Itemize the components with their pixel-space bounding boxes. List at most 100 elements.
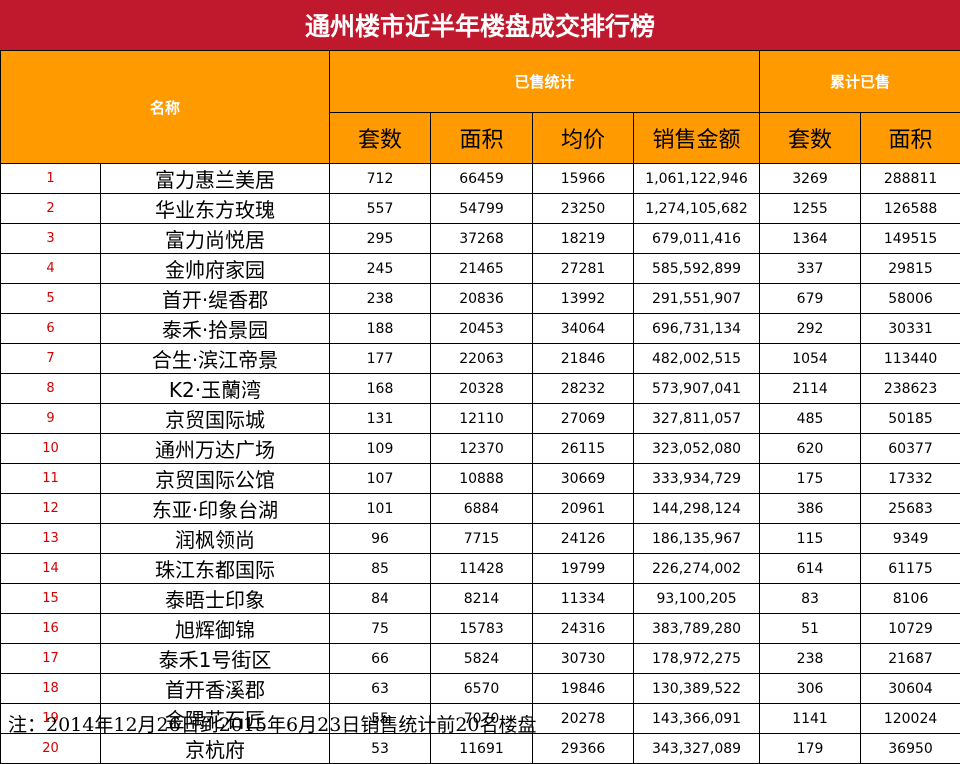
avg-price-cell: 24316 bbox=[533, 614, 634, 644]
sales-amount-cell: 130,389,522 bbox=[634, 674, 760, 704]
sold-area-cell: 6884 bbox=[431, 494, 533, 524]
rank-number-cell: 2 bbox=[1, 194, 101, 224]
sales-amount-cell: 186,135,967 bbox=[634, 524, 760, 554]
cum-area-cell: 60377 bbox=[861, 434, 960, 464]
rank-number-cell: 14 bbox=[1, 554, 101, 584]
header-sold-units: 套数 bbox=[330, 113, 431, 164]
project-name-cell: 泰禾1号街区 bbox=[101, 644, 330, 674]
cum-units-cell: 238 bbox=[760, 644, 861, 674]
sold-units-cell: 238 bbox=[330, 284, 431, 314]
sold-units-cell: 84 bbox=[330, 584, 431, 614]
rank-number-cell: 13 bbox=[1, 524, 101, 554]
avg-price-cell: 21846 bbox=[533, 344, 634, 374]
avg-price-cell: 29366 bbox=[533, 734, 634, 764]
cum-units-cell: 386 bbox=[760, 494, 861, 524]
sales-amount-cell: 573,907,041 bbox=[634, 374, 760, 404]
sales-amount-cell: 178,972,275 bbox=[634, 644, 760, 674]
cum-area-cell: 17332 bbox=[861, 464, 960, 494]
sales-amount-cell: 144,298,124 bbox=[634, 494, 760, 524]
avg-price-cell: 24126 bbox=[533, 524, 634, 554]
sales-amount-cell: 93,100,205 bbox=[634, 584, 760, 614]
sales-amount-cell: 143,366,091 bbox=[634, 704, 760, 734]
project-name-cell: 京杭府 bbox=[101, 734, 330, 764]
sold-area-cell: 11428 bbox=[431, 554, 533, 584]
cum-units-cell: 115 bbox=[760, 524, 861, 554]
rank-number-cell: 17 bbox=[1, 644, 101, 674]
cum-area-cell: 25683 bbox=[861, 494, 960, 524]
project-name-cell: K2·玉蘭湾 bbox=[101, 374, 330, 404]
sales-amount-cell: 343,327,089 bbox=[634, 734, 760, 764]
cum-units-cell: 175 bbox=[760, 464, 861, 494]
project-name-cell: 京贸国际城 bbox=[101, 404, 330, 434]
sold-units-cell: 295 bbox=[330, 224, 431, 254]
rank-number-cell: 18 bbox=[1, 674, 101, 704]
rank-number-cell: 9 bbox=[1, 404, 101, 434]
header-cum-units: 套数 bbox=[760, 113, 861, 164]
cum-units-cell: 179 bbox=[760, 734, 861, 764]
sales-amount-cell: 679,011,416 bbox=[634, 224, 760, 254]
header-sales-amount: 销售金额 bbox=[634, 113, 760, 164]
cum-area-cell: 50185 bbox=[861, 404, 960, 434]
cum-units-cell: 3269 bbox=[760, 164, 861, 194]
sold-units-cell: 177 bbox=[330, 344, 431, 374]
rank-number-cell: 5 bbox=[1, 284, 101, 314]
cum-area-cell: 10729 bbox=[861, 614, 960, 644]
project-name-cell: 首开·缇香郡 bbox=[101, 284, 330, 314]
sales-amount-cell: 291,551,907 bbox=[634, 284, 760, 314]
sold-area-cell: 20328 bbox=[431, 374, 533, 404]
avg-price-cell: 11334 bbox=[533, 584, 634, 614]
sold-area-cell: 10888 bbox=[431, 464, 533, 494]
project-name-cell: 泰禾·拾景园 bbox=[101, 314, 330, 344]
cum-units-cell: 292 bbox=[760, 314, 861, 344]
cum-units-cell: 485 bbox=[760, 404, 861, 434]
sold-units-cell: 188 bbox=[330, 314, 431, 344]
project-name-cell: 京贸国际公馆 bbox=[101, 464, 330, 494]
cum-area-cell: 126588 bbox=[861, 194, 960, 224]
cum-area-cell: 36950 bbox=[861, 734, 960, 764]
header-sold-group: 已售统计 bbox=[330, 51, 760, 113]
rank-number-cell: 4 bbox=[1, 254, 101, 284]
sold-area-cell: 54799 bbox=[431, 194, 533, 224]
rank-number-cell: 6 bbox=[1, 314, 101, 344]
avg-price-cell: 26115 bbox=[533, 434, 634, 464]
sold-area-cell: 66459 bbox=[431, 164, 533, 194]
sold-units-cell: 53 bbox=[330, 734, 431, 764]
project-name-cell: 润枫领尚 bbox=[101, 524, 330, 554]
rank-number-cell: 8 bbox=[1, 374, 101, 404]
avg-price-cell: 20278 bbox=[533, 704, 634, 734]
header-avg-price: 均价 bbox=[533, 113, 634, 164]
cum-area-cell: 30604 bbox=[861, 674, 960, 704]
avg-price-cell: 23250 bbox=[533, 194, 634, 224]
sold-units-cell: 107 bbox=[330, 464, 431, 494]
rank-number-cell: 1 bbox=[1, 164, 101, 194]
cum-units-cell: 2114 bbox=[760, 374, 861, 404]
sold-units-cell: 66 bbox=[330, 644, 431, 674]
cum-units-cell: 1255 bbox=[760, 194, 861, 224]
cum-units-cell: 614 bbox=[760, 554, 861, 584]
sold-units-cell: 131 bbox=[330, 404, 431, 434]
rank-number-cell: 7 bbox=[1, 344, 101, 374]
footnote: 注：2014年12月26日到2015年6月23日销售统计前20名楼盘 bbox=[8, 710, 537, 737]
project-name-cell: 富力尚悦居 bbox=[101, 224, 330, 254]
sold-units-cell: 712 bbox=[330, 164, 431, 194]
cum-area-cell: 58006 bbox=[861, 284, 960, 314]
project-name-cell: 首开香溪郡 bbox=[101, 674, 330, 704]
sold-units-cell: 557 bbox=[330, 194, 431, 224]
cum-area-cell: 238623 bbox=[861, 374, 960, 404]
rank-number-cell: 12 bbox=[1, 494, 101, 524]
sold-units-cell: 101 bbox=[330, 494, 431, 524]
